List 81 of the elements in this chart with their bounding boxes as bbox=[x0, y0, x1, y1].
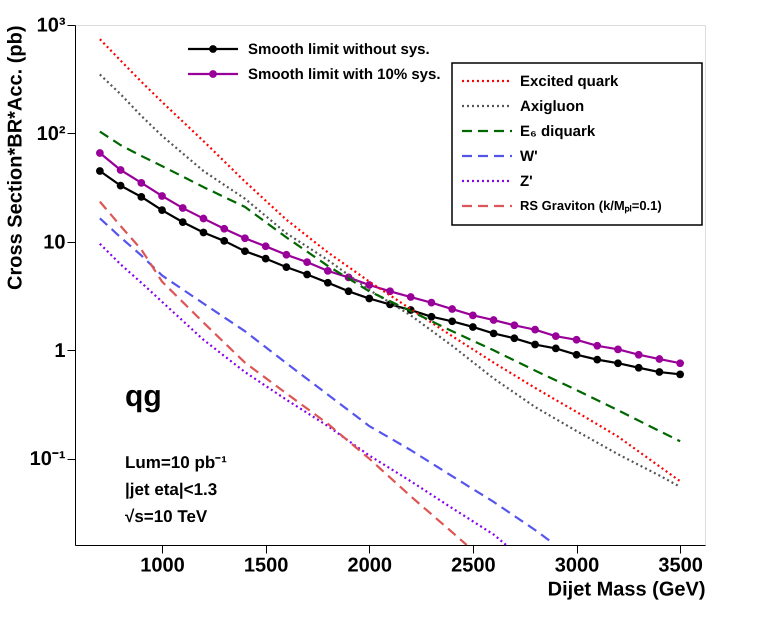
annotation: √s=10 TeV bbox=[125, 507, 208, 526]
point bbox=[241, 247, 249, 256]
y-tick-label: 10² bbox=[36, 122, 66, 145]
x-tick-label: 1500 bbox=[244, 554, 288, 576]
x-tick-label: 1000 bbox=[140, 554, 185, 576]
point bbox=[634, 364, 643, 372]
legend-label: Excited quark bbox=[520, 73, 620, 90]
line-series bbox=[98, 242, 508, 545]
point bbox=[676, 370, 684, 378]
x-axis-title: Dijet Mass (GeV) bbox=[548, 578, 706, 600]
point bbox=[510, 334, 518, 342]
point bbox=[552, 332, 560, 340]
y-tick-label: 1 bbox=[54, 340, 66, 362]
legend-label: E₆ diquark bbox=[520, 123, 596, 140]
point bbox=[116, 166, 124, 174]
point bbox=[220, 224, 228, 233]
legend-label: Axigluon bbox=[520, 98, 584, 115]
point bbox=[531, 340, 539, 348]
y-tick-label: 10⁻¹ bbox=[30, 448, 66, 470]
point bbox=[676, 359, 684, 368]
point bbox=[386, 287, 394, 296]
annotation: qg bbox=[125, 380, 162, 413]
point bbox=[96, 167, 104, 175]
point bbox=[634, 350, 643, 359]
annotation: |jet eta|<1.3 bbox=[125, 480, 218, 499]
y-tick-label: 10 bbox=[43, 231, 66, 254]
point bbox=[614, 345, 622, 354]
point bbox=[178, 204, 187, 212]
annotation: Lum=10 pb⁻¹ bbox=[125, 453, 228, 472]
point bbox=[406, 293, 415, 301]
point bbox=[200, 228, 208, 236]
point bbox=[158, 206, 166, 214]
point bbox=[324, 278, 332, 287]
point bbox=[262, 242, 270, 250]
legend-label: Smooth limit with 10% sys. bbox=[248, 66, 441, 83]
y-tick-label: 10³ bbox=[36, 14, 66, 36]
point bbox=[116, 182, 124, 190]
point bbox=[572, 336, 580, 344]
point bbox=[593, 342, 602, 350]
point bbox=[469, 323, 477, 331]
legend-label: Smooth limit without sys. bbox=[248, 41, 430, 58]
legend-label: RS Graviton (k/Mₚₗ=0.1) bbox=[520, 198, 662, 214]
point bbox=[158, 192, 166, 200]
point bbox=[428, 298, 436, 307]
point bbox=[241, 234, 249, 242]
point bbox=[490, 330, 498, 338]
point bbox=[469, 311, 477, 320]
x-tick-label: 2000 bbox=[348, 554, 392, 576]
point bbox=[593, 356, 602, 364]
point bbox=[428, 312, 436, 321]
point bbox=[324, 267, 332, 275]
point bbox=[137, 192, 146, 201]
x-tick-label: 2500 bbox=[451, 554, 496, 576]
point bbox=[490, 316, 498, 324]
point bbox=[572, 350, 580, 359]
point bbox=[96, 149, 104, 157]
point bbox=[365, 294, 374, 302]
point bbox=[303, 270, 311, 278]
point bbox=[282, 250, 290, 259]
legend-label: W' bbox=[520, 148, 538, 165]
line-series bbox=[98, 200, 468, 545]
point bbox=[344, 287, 352, 296]
legend-label: Z' bbox=[520, 173, 533, 190]
point bbox=[303, 258, 311, 266]
point bbox=[656, 368, 664, 376]
x-tick-label: 3000 bbox=[554, 554, 600, 576]
point bbox=[178, 218, 187, 226]
point bbox=[262, 254, 270, 263]
point bbox=[656, 355, 664, 363]
point bbox=[200, 214, 208, 222]
point bbox=[448, 305, 456, 313]
point bbox=[220, 237, 228, 245]
point bbox=[137, 178, 146, 187]
point bbox=[552, 344, 560, 352]
point bbox=[614, 359, 622, 368]
x-tick-label: 3500 bbox=[658, 554, 703, 576]
point bbox=[510, 321, 518, 330]
point bbox=[531, 326, 539, 334]
point bbox=[448, 317, 456, 326]
y-axis-title: Cross Section*BR*Acc. (pb) bbox=[4, 26, 27, 290]
point bbox=[282, 263, 290, 271]
